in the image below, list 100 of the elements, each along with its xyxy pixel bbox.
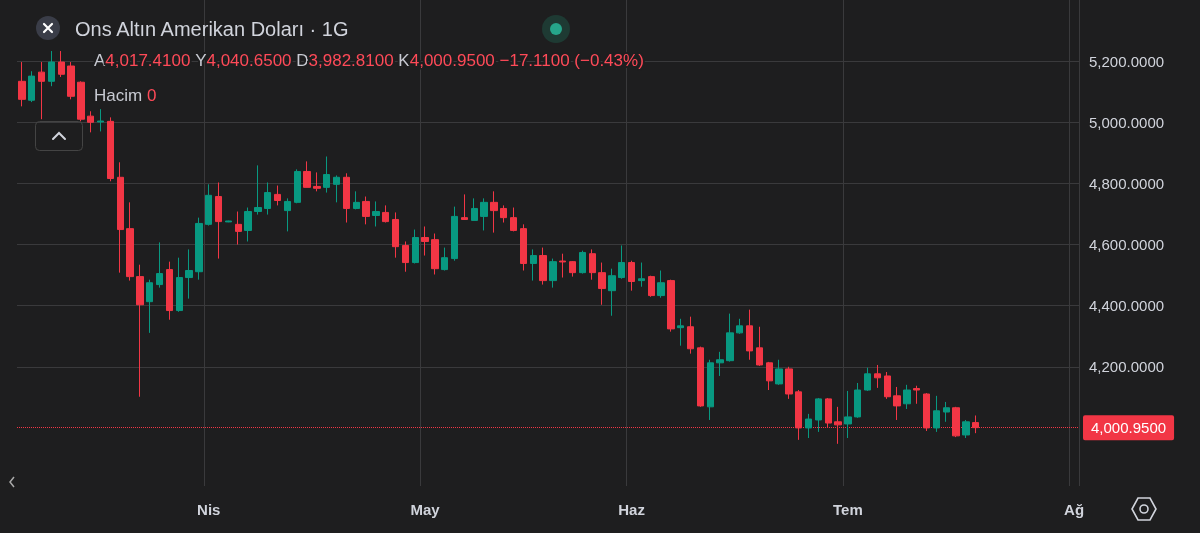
candlestick — [205, 183, 212, 227]
candlestick — [471, 197, 478, 221]
x-tick-label: Nis — [197, 501, 221, 518]
candlestick — [284, 197, 291, 232]
candlestick — [903, 384, 911, 410]
candlestick — [264, 181, 271, 216]
y-tick-label: 4,600.0000 — [1089, 236, 1165, 254]
candlestick — [539, 247, 547, 286]
candlestick — [313, 171, 321, 192]
candlestick — [608, 268, 616, 317]
candlestick — [333, 174, 340, 203]
candlestick — [353, 190, 360, 210]
candlestick — [225, 220, 232, 223]
y-tick-label: 5,000.0000 — [1089, 113, 1165, 131]
candlestick — [510, 207, 517, 232]
candlestick — [677, 318, 684, 347]
text: Ons Altın Amerikan Doları · 1G — [75, 18, 349, 40]
candlestick — [618, 244, 625, 280]
candlestick — [785, 366, 793, 400]
candlestick — [628, 260, 635, 292]
candlestick — [874, 364, 881, 389]
candlestick — [402, 240, 409, 273]
candlestick — [854, 382, 861, 419]
candlestick — [372, 200, 380, 227]
candlestick — [716, 351, 724, 377]
candlestick — [185, 248, 193, 300]
candlestick — [215, 181, 222, 260]
candlestick — [87, 110, 94, 133]
candlestick — [28, 70, 35, 103]
candlestick — [421, 225, 429, 257]
candlestick — [156, 241, 163, 289]
candlestick — [913, 385, 920, 405]
candlestick — [667, 279, 675, 333]
candlestick — [805, 413, 812, 439]
candlestick — [392, 211, 399, 259]
candlestick — [77, 80, 85, 122]
candlestick — [884, 371, 891, 400]
candlestick — [136, 264, 144, 398]
annotation: Hacim 0 — [94, 86, 157, 105]
candlestick — [569, 260, 576, 278]
y-tick-label: 5,200.0000 — [1089, 52, 1165, 70]
candlestick — [697, 346, 704, 408]
candlestick — [146, 279, 153, 334]
candlestick — [815, 397, 822, 433]
candlestick — [766, 361, 773, 391]
candlestick — [294, 168, 301, 204]
candlestick — [943, 401, 950, 423]
candlestick — [520, 223, 527, 272]
candlestick — [480, 197, 488, 231]
candlestick — [746, 309, 753, 361]
x-tick-label: Tem — [833, 501, 863, 518]
candlestick — [58, 50, 65, 78]
candlestick — [962, 419, 970, 439]
x-tick-label: Ağ — [1064, 501, 1085, 518]
candlestick — [726, 313, 734, 363]
candlestick — [254, 164, 262, 216]
candlestick — [126, 201, 134, 282]
candlestick — [775, 359, 783, 386]
candlestick — [933, 395, 940, 433]
candlestick — [303, 160, 311, 188]
candlestick — [18, 61, 26, 107]
candlestick — [48, 50, 55, 87]
candlestick — [687, 316, 694, 355]
candlestick — [893, 386, 901, 421]
candlestick — [638, 262, 645, 288]
candlestick — [657, 270, 665, 299]
candlestick — [648, 275, 655, 298]
x-tick-label: May — [410, 501, 441, 518]
candlestick — [579, 250, 586, 275]
candlestick — [244, 207, 252, 242]
candlestick — [559, 253, 566, 279]
y-tick-label: 4,400.0000 — [1089, 297, 1165, 315]
candlestick — [38, 61, 45, 120]
candlestick — [107, 116, 114, 182]
candlestick — [736, 318, 743, 335]
candlestick — [707, 359, 714, 421]
candlestick — [549, 258, 557, 289]
candlestick — [431, 233, 439, 275]
x-tick-label: Haz — [618, 501, 645, 518]
candlestick — [97, 108, 104, 132]
candlestick — [362, 196, 370, 225]
candlestick — [195, 217, 203, 281]
y-tick-label: 4,200.0000 — [1089, 358, 1165, 376]
candlestick — [490, 190, 498, 234]
candlestick — [382, 204, 389, 224]
candlestick — [441, 247, 448, 272]
candlestick — [235, 211, 242, 246]
candlestick — [117, 161, 124, 274]
candlestick — [461, 193, 468, 220]
candlestick — [589, 248, 596, 281]
candlestick — [864, 367, 871, 392]
candlestick — [500, 204, 507, 224]
candlestick — [343, 172, 350, 224]
y-tick-label: 4,800.0000 — [1089, 174, 1165, 192]
candlestick — [756, 326, 763, 367]
candlestick — [844, 390, 852, 439]
candlestick — [598, 262, 606, 306]
candlestick — [176, 257, 183, 313]
ref-line-label: 4,000.9500 — [1091, 419, 1167, 437]
candlestick — [166, 261, 173, 321]
